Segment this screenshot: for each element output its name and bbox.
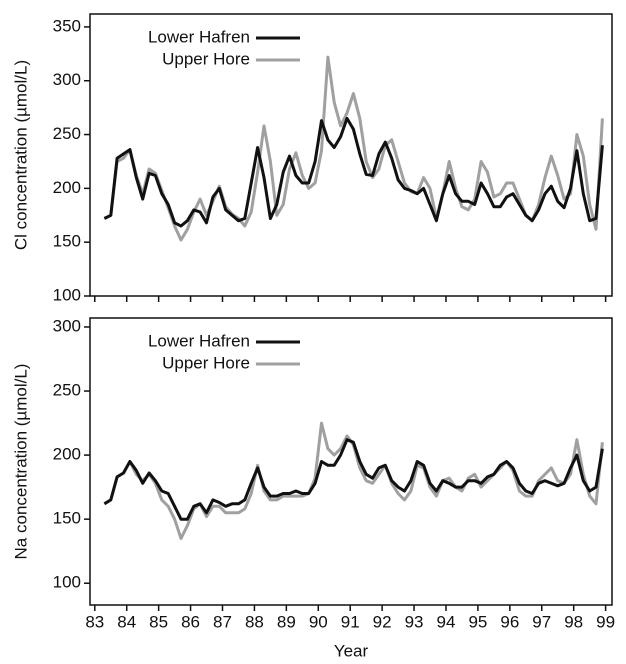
x-tick-label: 86	[181, 612, 200, 631]
x-tick-label: 96	[500, 612, 519, 631]
series-line	[103, 116, 604, 228]
x-tick-label: 85	[149, 612, 168, 631]
y-axis-label: Na concentration (µmol/L)	[11, 364, 30, 560]
x-axis-label: Year	[334, 641, 369, 660]
x-tick-label: 84	[117, 612, 136, 631]
y-tick-label: 100	[53, 285, 81, 304]
x-tick-label: 91	[341, 612, 360, 631]
legend-label: Upper Hore	[162, 49, 250, 68]
legend-label: Lower Hafren	[148, 27, 250, 46]
y-tick-label: 300	[53, 316, 81, 335]
x-tick-label: 88	[245, 612, 264, 631]
y-tick-label: 250	[53, 381, 81, 400]
x-tick-label: 95	[468, 612, 487, 631]
x-tick-label: 87	[213, 612, 232, 631]
x-tick-label: 89	[277, 612, 296, 631]
y-tick-label: 200	[53, 445, 81, 464]
plot-frame	[89, 317, 613, 606]
series-line	[103, 421, 604, 540]
x-tick-label: 92	[373, 612, 392, 631]
x-tick-label: 97	[532, 612, 551, 631]
x-tick-label: 99	[596, 612, 615, 631]
plot-frame	[89, 13, 613, 297]
x-tick-label: 90	[309, 612, 328, 631]
series-line	[103, 55, 604, 242]
y-tick-label: 200	[53, 178, 81, 197]
x-tick-label: 98	[564, 612, 583, 631]
y-tick-label: 150	[53, 232, 81, 251]
x-tick-label: 94	[437, 612, 456, 631]
y-tick-label: 100	[53, 573, 81, 592]
y-tick-label: 300	[53, 70, 81, 89]
legend-label: Lower Hafren	[148, 331, 250, 350]
y-tick-label: 150	[53, 509, 81, 528]
y-tick-label: 250	[53, 124, 81, 143]
x-tick-label: 83	[85, 612, 104, 631]
x-tick-label: 93	[405, 612, 424, 631]
series-line	[103, 438, 604, 521]
legend-label: Upper Hore	[162, 353, 250, 372]
y-tick-label: 350	[53, 16, 81, 35]
y-axis-label: Cl concentration (µmol/L)	[11, 60, 30, 250]
